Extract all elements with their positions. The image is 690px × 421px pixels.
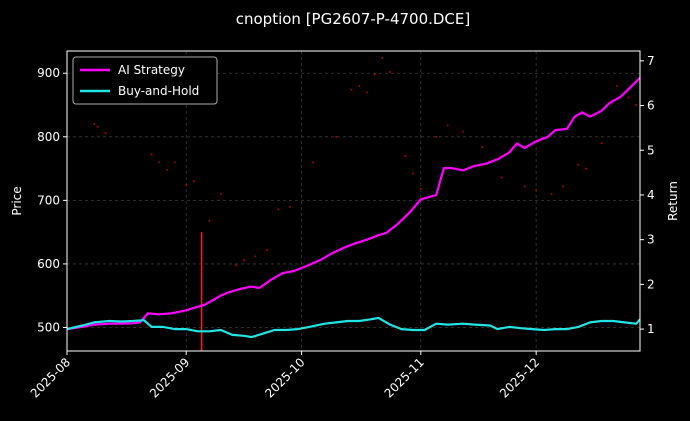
price-dot: [365, 91, 368, 94]
price-dot: [335, 135, 338, 138]
price-dot: [446, 124, 449, 127]
y-axis-right-label: Return: [666, 181, 680, 221]
y-right-tick-label: 4: [647, 188, 655, 202]
series-lines: [66, 77, 641, 339]
price-dot: [242, 259, 245, 262]
legend: AI Strategy Buy-and-Hold: [72, 56, 218, 105]
series-line-buy-and-hold: [66, 316, 641, 339]
price-dot: [535, 189, 538, 192]
price-dot: [577, 163, 580, 166]
legend-label-ai-strategy: AI Strategy: [118, 63, 185, 77]
y-right-tick-label: 1: [647, 322, 655, 336]
y-right-tick-label: 3: [647, 233, 655, 247]
y-left-tick-label: 900: [37, 66, 60, 80]
y-right-tick-label: 7: [647, 54, 655, 68]
price-dot: [562, 185, 565, 188]
y-right-tick-label: 2: [647, 277, 655, 291]
price-dot: [523, 185, 526, 188]
y-right-tick-label: 5: [647, 143, 655, 157]
price-dot: [185, 184, 188, 187]
price-dot: [615, 84, 618, 87]
y-left-tick-label: 700: [37, 193, 60, 207]
price-dot: [462, 130, 465, 133]
price-dot: [585, 167, 588, 170]
chart-title: cnoption [PG2607-P-4700.DCE]: [236, 10, 471, 28]
price-dot: [404, 154, 407, 157]
price-dot: [627, 96, 630, 99]
y-left-tick-label: 600: [37, 257, 60, 271]
price-dot: [219, 193, 222, 196]
price-dot: [158, 161, 161, 164]
price-dot: [350, 88, 353, 91]
series-line-ai-strategy: [66, 77, 641, 331]
plot-frame: [66, 50, 641, 352]
price-dot: [208, 219, 211, 222]
price-dot: [265, 248, 268, 251]
price-dot: [373, 73, 376, 76]
price-dot: [500, 176, 503, 179]
y-axis-right-ticks: 1 2 3 4 5 6 7: [640, 54, 655, 336]
price-dot: [254, 255, 257, 258]
price-dot: [150, 153, 153, 156]
y-left-tick-label: 800: [37, 130, 60, 144]
price-dot: [358, 84, 361, 87]
price-dot: [92, 123, 95, 126]
price-dot: [550, 193, 553, 196]
price-dot: [389, 70, 392, 73]
price-dot: [381, 56, 384, 59]
y-right-tick-label: 6: [647, 99, 655, 113]
price-dot: [635, 104, 638, 107]
price-dots: [92, 56, 638, 267]
price-dot: [289, 205, 292, 208]
price-dot: [277, 208, 280, 211]
price-dot: [312, 161, 315, 164]
y-axis-left-label: Price: [10, 186, 24, 215]
y-axis-left-ticks: 500 600 700 800 900: [37, 66, 67, 334]
price-dot: [173, 161, 176, 164]
price-dot: [165, 168, 168, 171]
price-dot: [435, 135, 438, 138]
y-left-tick-label: 500: [37, 320, 60, 334]
legend-label-buy-and-hold: Buy-and-Hold: [118, 84, 199, 98]
price-dot: [419, 187, 422, 190]
price-dot: [481, 145, 484, 148]
price-dot: [192, 180, 195, 183]
price-dot: [235, 264, 238, 267]
price-dot: [96, 125, 99, 128]
price-dot: [600, 142, 603, 145]
price-dot: [412, 172, 415, 175]
price-dot: [104, 131, 107, 134]
